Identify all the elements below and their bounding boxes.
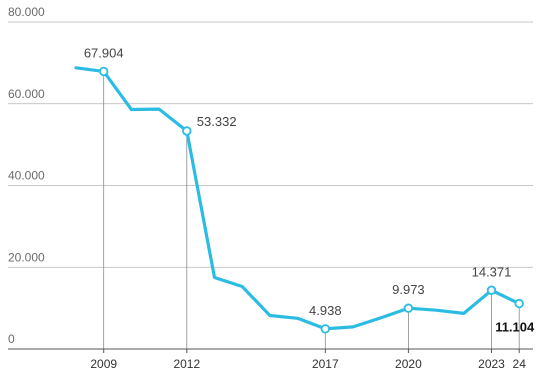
series-line-layer: [74, 66, 521, 331]
data-point: [296, 317, 299, 320]
x-tick-label: 2009: [90, 357, 117, 371]
data-point: [130, 108, 133, 111]
data-point: [75, 66, 78, 69]
data-labels: 67.904 53.332 4.938 9.973 14.371 11.104: [84, 45, 535, 334]
series-line: [74, 66, 521, 331]
data-point: [158, 108, 161, 111]
data-point: [352, 325, 355, 328]
x-axis: [8, 348, 533, 353]
annotated-point-marker: [486, 285, 497, 295]
x-tick-label: 2017: [312, 357, 339, 371]
data-point: [268, 314, 271, 317]
data-label: 67.904: [84, 45, 124, 60]
annotated-point-marker: [514, 298, 524, 309]
data-point: [241, 285, 244, 288]
annotation-leaders: [103, 71, 520, 349]
point-markers: [75, 66, 524, 334]
data-point: [379, 316, 382, 319]
data-point: [213, 276, 216, 279]
data-point: [462, 312, 465, 315]
x-tick-label: 2023: [478, 357, 505, 371]
data-label: 11.104: [495, 320, 535, 335]
annotated-point-marker: [182, 126, 192, 136]
data-label: 9.973: [392, 282, 425, 297]
y-tick-label: 80.000: [8, 5, 45, 19]
gridlines: [8, 21, 533, 268]
annotated-point-marker: [403, 303, 414, 313]
annotated-point-marker: [320, 324, 330, 334]
x-axis-tick-labels: 2009 2012 2017 2020 2023 24: [90, 357, 526, 371]
x-tick-label: 2020: [395, 357, 422, 371]
y-axis-tick-labels: 0 20.000 40.000 60.000 80.000: [8, 5, 45, 346]
x-tick-label: 24: [513, 357, 527, 371]
data-label: 53.332: [197, 114, 237, 129]
data-label: 14.371: [472, 264, 512, 279]
data-point: [435, 309, 438, 312]
data-label: 4.938: [309, 303, 342, 318]
y-tick-label: 0: [8, 332, 15, 346]
y-tick-label: 40.000: [8, 169, 45, 183]
x-tick-label: 2012: [173, 357, 200, 371]
annotated-point-marker: [98, 66, 109, 77]
y-tick-label: 60.000: [8, 87, 45, 101]
y-tick-label: 20.000: [8, 250, 45, 264]
